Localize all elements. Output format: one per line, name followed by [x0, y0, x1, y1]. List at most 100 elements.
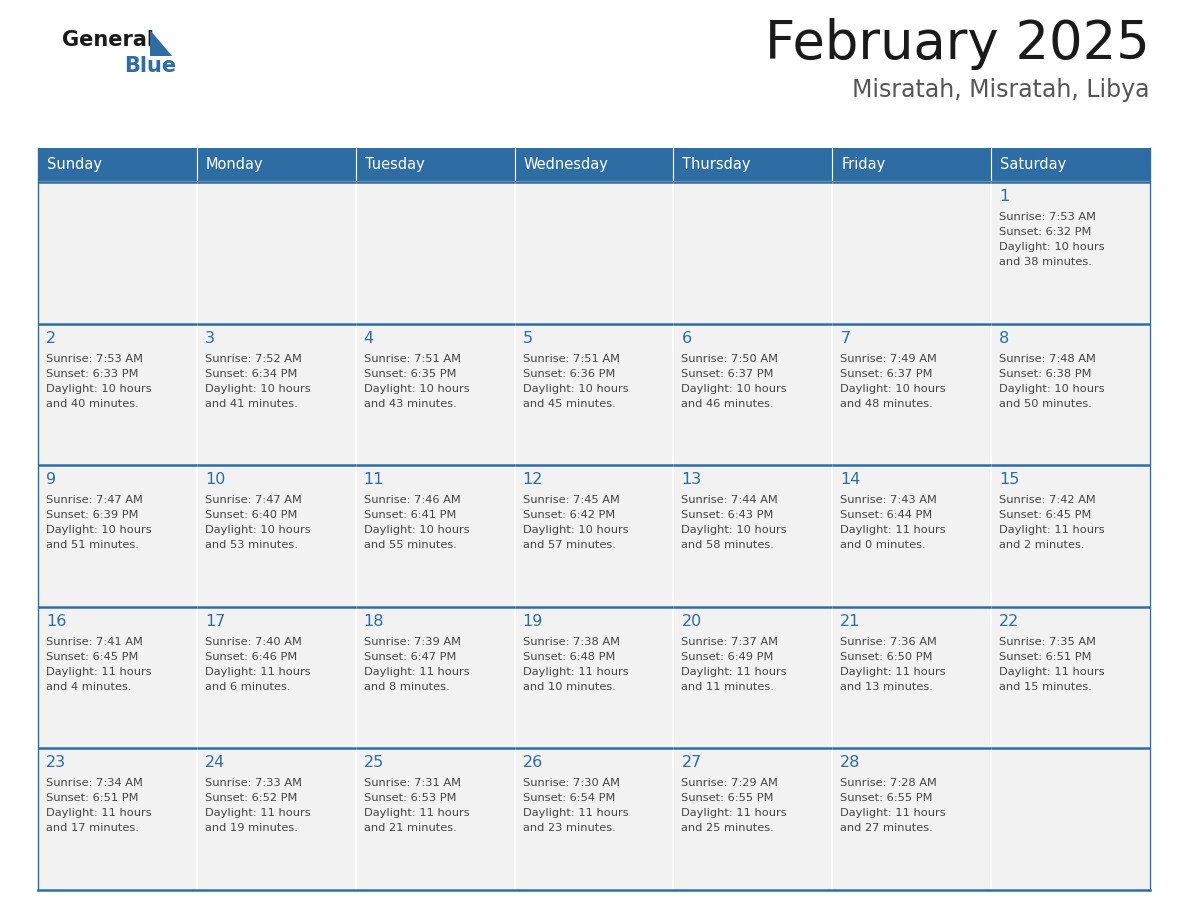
Bar [833, 148, 991, 182]
Text: Daylight: 10 hours: Daylight: 10 hours [523, 525, 628, 535]
Text: and 0 minutes.: and 0 minutes. [840, 540, 925, 550]
Text: Monday: Monday [206, 158, 264, 173]
Text: Sunset: 6:32 PM: Sunset: 6:32 PM [999, 227, 1092, 237]
Bar [355, 748, 514, 890]
Text: Sunset: 6:44 PM: Sunset: 6:44 PM [840, 510, 933, 521]
Text: Sunrise: 7:33 AM: Sunrise: 7:33 AM [204, 778, 302, 789]
Text: 4: 4 [364, 330, 374, 345]
Text: Daylight: 10 hours: Daylight: 10 hours [364, 525, 469, 535]
Text: Sunrise: 7:43 AM: Sunrise: 7:43 AM [840, 495, 937, 505]
Text: 13: 13 [682, 472, 702, 487]
Text: Sunrise: 7:46 AM: Sunrise: 7:46 AM [364, 495, 461, 505]
Text: Daylight: 11 hours: Daylight: 11 hours [840, 525, 946, 535]
Text: and 4 minutes.: and 4 minutes. [46, 682, 132, 692]
Text: Daylight: 10 hours: Daylight: 10 hours [523, 384, 628, 394]
Text: and 51 minutes.: and 51 minutes. [46, 540, 139, 550]
Text: and 50 minutes.: and 50 minutes. [999, 398, 1092, 409]
Text: 24: 24 [204, 756, 225, 770]
Text: Sunset: 6:54 PM: Sunset: 6:54 PM [523, 793, 615, 803]
Text: Saturday: Saturday [1000, 158, 1067, 173]
Bar [38, 607, 197, 748]
Text: Daylight: 11 hours: Daylight: 11 hours [682, 666, 788, 677]
Text: 12: 12 [523, 472, 543, 487]
Text: Sunrise: 7:37 AM: Sunrise: 7:37 AM [682, 637, 778, 647]
Text: 16: 16 [46, 614, 67, 629]
Text: Friday: Friday [841, 158, 885, 173]
Text: Daylight: 11 hours: Daylight: 11 hours [46, 666, 152, 677]
Bar [38, 148, 197, 182]
Text: Sunset: 6:52 PM: Sunset: 6:52 PM [204, 793, 297, 803]
Text: and 15 minutes.: and 15 minutes. [999, 682, 1092, 692]
Text: Sunrise: 7:53 AM: Sunrise: 7:53 AM [999, 212, 1097, 222]
Text: Blue: Blue [124, 56, 176, 76]
Text: Sunrise: 7:34 AM: Sunrise: 7:34 AM [46, 778, 143, 789]
Text: 27: 27 [682, 756, 702, 770]
Text: 2: 2 [46, 330, 56, 345]
Text: Sunday: Sunday [48, 158, 102, 173]
Bar [833, 465, 991, 607]
Text: and 43 minutes.: and 43 minutes. [364, 398, 456, 409]
Text: Daylight: 10 hours: Daylight: 10 hours [46, 525, 152, 535]
Text: Sunrise: 7:47 AM: Sunrise: 7:47 AM [204, 495, 302, 505]
Text: Thursday: Thursday [682, 158, 751, 173]
Text: Sunset: 6:45 PM: Sunset: 6:45 PM [46, 652, 138, 662]
Text: Daylight: 11 hours: Daylight: 11 hours [840, 666, 946, 677]
Text: Sunset: 6:45 PM: Sunset: 6:45 PM [999, 510, 1092, 521]
Text: Sunrise: 7:48 AM: Sunrise: 7:48 AM [999, 353, 1097, 364]
Text: Sunset: 6:43 PM: Sunset: 6:43 PM [682, 510, 773, 521]
Bar [991, 182, 1150, 324]
Text: 14: 14 [840, 472, 860, 487]
Text: Sunrise: 7:51 AM: Sunrise: 7:51 AM [523, 353, 620, 364]
Text: Daylight: 10 hours: Daylight: 10 hours [682, 525, 788, 535]
Text: Sunrise: 7:30 AM: Sunrise: 7:30 AM [523, 778, 620, 789]
Text: Daylight: 11 hours: Daylight: 11 hours [682, 809, 788, 819]
Text: and 45 minutes.: and 45 minutes. [523, 398, 615, 409]
Bar [514, 607, 674, 748]
Bar [514, 182, 674, 324]
Text: and 19 minutes.: and 19 minutes. [204, 823, 298, 834]
Bar [674, 465, 833, 607]
Text: Daylight: 10 hours: Daylight: 10 hours [840, 384, 946, 394]
Text: Sunset: 6:40 PM: Sunset: 6:40 PM [204, 510, 297, 521]
Text: Sunset: 6:34 PM: Sunset: 6:34 PM [204, 369, 297, 378]
Text: Sunset: 6:33 PM: Sunset: 6:33 PM [46, 369, 139, 378]
Text: and 46 minutes.: and 46 minutes. [682, 398, 775, 409]
Text: and 55 minutes.: and 55 minutes. [364, 540, 456, 550]
Bar [355, 465, 514, 607]
Text: 25: 25 [364, 756, 384, 770]
Text: Sunset: 6:48 PM: Sunset: 6:48 PM [523, 652, 615, 662]
Bar [197, 324, 355, 465]
Bar [355, 148, 514, 182]
Text: Daylight: 10 hours: Daylight: 10 hours [999, 384, 1105, 394]
Text: and 41 minutes.: and 41 minutes. [204, 398, 298, 409]
Text: Sunset: 6:49 PM: Sunset: 6:49 PM [682, 652, 773, 662]
Text: Sunrise: 7:41 AM: Sunrise: 7:41 AM [46, 637, 143, 647]
Text: 23: 23 [46, 756, 67, 770]
Text: Sunrise: 7:50 AM: Sunrise: 7:50 AM [682, 353, 778, 364]
Text: Daylight: 10 hours: Daylight: 10 hours [46, 384, 152, 394]
Bar [355, 182, 514, 324]
Text: Wednesday: Wednesday [524, 158, 608, 173]
Text: 10: 10 [204, 472, 226, 487]
Text: 21: 21 [840, 614, 860, 629]
Text: Daylight: 11 hours: Daylight: 11 hours [999, 666, 1105, 677]
Text: and 25 minutes.: and 25 minutes. [682, 823, 775, 834]
Text: Sunset: 6:51 PM: Sunset: 6:51 PM [46, 793, 139, 803]
Text: and 23 minutes.: and 23 minutes. [523, 823, 615, 834]
Text: 9: 9 [46, 472, 56, 487]
Text: Sunrise: 7:29 AM: Sunrise: 7:29 AM [682, 778, 778, 789]
Text: 1: 1 [999, 189, 1010, 204]
Bar [833, 324, 991, 465]
Text: Misratah, Misratah, Libya: Misratah, Misratah, Libya [853, 78, 1150, 102]
Bar [991, 324, 1150, 465]
Bar [38, 182, 197, 324]
Text: 22: 22 [999, 614, 1019, 629]
Text: Sunset: 6:38 PM: Sunset: 6:38 PM [999, 369, 1092, 378]
Text: Sunrise: 7:51 AM: Sunrise: 7:51 AM [364, 353, 461, 364]
Text: 6: 6 [682, 330, 691, 345]
Polygon shape [150, 30, 172, 56]
Text: Sunset: 6:51 PM: Sunset: 6:51 PM [999, 652, 1092, 662]
Text: and 58 minutes.: and 58 minutes. [682, 540, 775, 550]
Text: Sunrise: 7:28 AM: Sunrise: 7:28 AM [840, 778, 937, 789]
Text: Daylight: 10 hours: Daylight: 10 hours [204, 525, 310, 535]
